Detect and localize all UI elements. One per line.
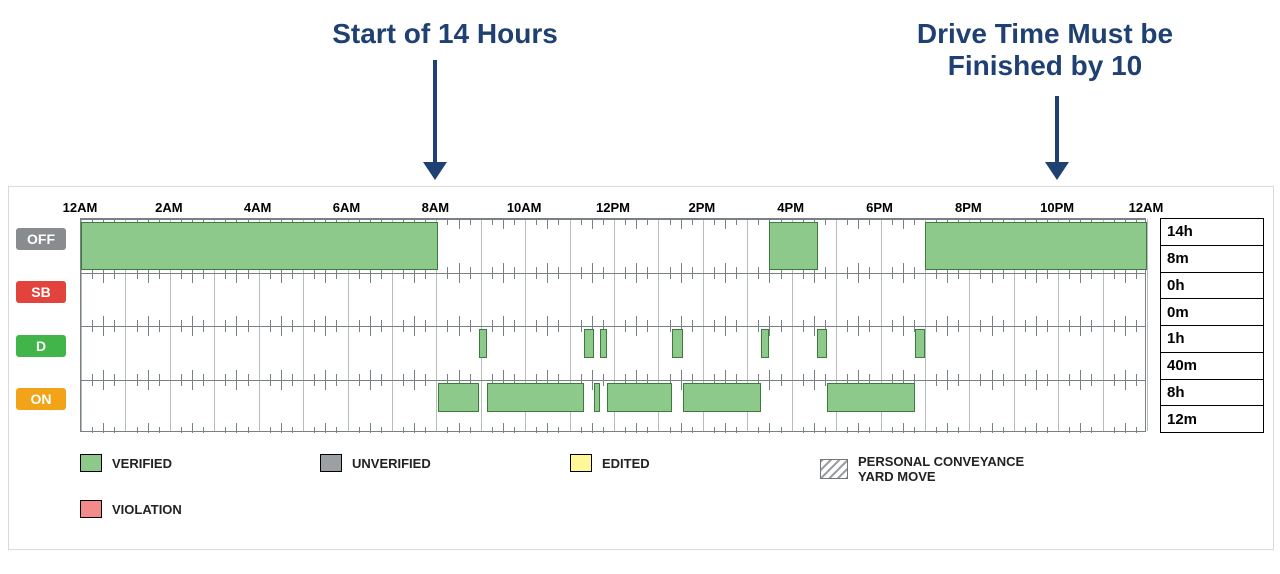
total-hours: 0h: [1160, 272, 1264, 300]
row-d: [81, 326, 1145, 380]
total-hours: 8h: [1160, 379, 1264, 407]
hour-label: 8AM: [422, 200, 449, 215]
segment-d: [479, 329, 488, 358]
hour-label: 6PM: [866, 200, 893, 215]
segment-d: [915, 329, 925, 358]
row-label-d: D: [16, 335, 66, 357]
row-sb: [81, 273, 1145, 327]
segment-off: [925, 222, 1147, 270]
total-hours: 14h: [1160, 218, 1264, 246]
segment-off: [81, 222, 438, 270]
legend-label: UNVERIFIED: [352, 456, 431, 471]
segment-off: [769, 222, 818, 270]
legend-item: UNVERIFIED: [320, 454, 431, 472]
legend-swatch: [80, 454, 102, 472]
hour-label: 2AM: [155, 200, 182, 215]
segment-on: [487, 383, 584, 412]
hour-label: 8PM: [955, 200, 982, 215]
hour-label: 12AM: [1129, 200, 1164, 215]
segment-on: [438, 383, 479, 412]
hour-label: 6AM: [333, 200, 360, 215]
annotation-arrow: [415, 60, 455, 180]
segment-on: [594, 383, 600, 412]
annotation-arrow: [1037, 96, 1077, 180]
hour-label: 12PM: [596, 200, 630, 215]
row-label-on: ON: [16, 388, 66, 410]
totals-column: 14h8m0h0m1h40m8h12m: [1160, 218, 1264, 432]
annotation-label: Drive Time Must be Finished by 10: [810, 18, 1280, 82]
total-minutes: 0m: [1160, 298, 1264, 326]
segment-d: [584, 329, 594, 358]
legend-label: VERIFIED: [112, 456, 172, 471]
segment-on: [607, 383, 671, 412]
legend-item-pc: PERSONAL CONVEYANCE YARD MOVE: [820, 454, 1024, 484]
legend-item: VERIFIED: [80, 454, 172, 472]
hour-label: 4PM: [777, 200, 804, 215]
row-label-sb: SB: [16, 281, 66, 303]
total-minutes: 12m: [1160, 405, 1264, 433]
segment-d: [600, 329, 608, 358]
legend-item: VIOLATION: [80, 500, 182, 518]
legend-label: PERSONAL CONVEYANCE YARD MOVE: [858, 454, 1024, 484]
hour-label: 10PM: [1040, 200, 1074, 215]
segment-d: [761, 329, 770, 358]
segment-on: [683, 383, 761, 412]
total-minutes: 8m: [1160, 245, 1264, 273]
legend-hatch-icon: [820, 459, 848, 479]
hour-label: 2PM: [688, 200, 715, 215]
legend-swatch: [320, 454, 342, 472]
segment-d: [672, 329, 683, 358]
legend-swatch: [80, 500, 102, 518]
legend-swatch: [570, 454, 592, 472]
total-hours: 1h: [1160, 325, 1264, 353]
hour-label: 4AM: [244, 200, 271, 215]
annotation-label: Start of 14 Hours: [300, 18, 590, 50]
row-label-off: OFF: [16, 228, 66, 250]
segment-on: [827, 383, 915, 412]
legend-label: VIOLATION: [112, 502, 182, 517]
total-minutes: 40m: [1160, 352, 1264, 380]
hos-chart: [80, 218, 1146, 432]
hour-label: 12AM: [63, 200, 98, 215]
legend-item: EDITED: [570, 454, 650, 472]
hour-label: 10AM: [507, 200, 542, 215]
legend: VERIFIED UNVERIFIED EDITED VIOLATION PERSONA…: [80, 454, 1230, 534]
legend-label: EDITED: [602, 456, 650, 471]
segment-d: [817, 329, 827, 358]
